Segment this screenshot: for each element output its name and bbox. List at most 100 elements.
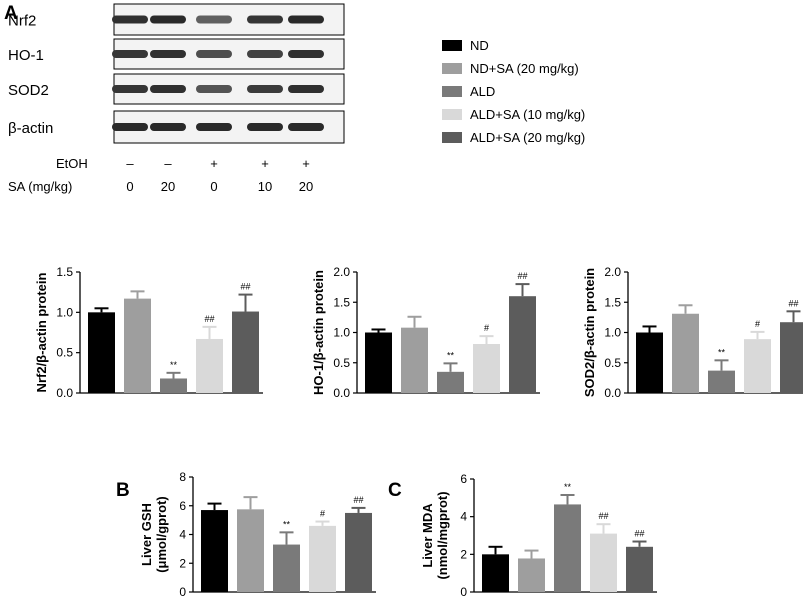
bar-1 — [672, 313, 699, 393]
significance-2: ** — [564, 482, 572, 492]
blot-band-2-2 — [196, 85, 232, 93]
etoh-value-3: + — [261, 156, 269, 171]
bar-3 — [590, 533, 617, 592]
blot-band-3-1 — [150, 123, 186, 131]
significance-4: ## — [353, 495, 363, 505]
blot-label-1: HO-1 — [8, 47, 44, 64]
y-tick-label-0: 0 — [460, 585, 467, 599]
y-tick-label-0: 0 — [179, 585, 186, 599]
etoh-value-2: + — [210, 156, 218, 171]
etoh-value-1: – — [164, 156, 172, 171]
legend-label-2: ALD — [470, 84, 495, 99]
bar-0 — [365, 332, 392, 393]
bar-3 — [744, 339, 771, 393]
bar-4 — [626, 546, 653, 592]
chart-ho1: 0.00.51.01.52.0HO-1/β-actin protein **### — [311, 265, 540, 400]
panel-label-a: A — [4, 3, 18, 24]
y-axis-label: Liver GSH — [139, 503, 154, 566]
significance-4: ## — [517, 271, 527, 281]
sa-label: SA (mg/kg) — [8, 179, 72, 194]
blot-band-3-4 — [288, 123, 324, 131]
y-tick-label-0: 0.0 — [333, 386, 350, 400]
etoh-value-0: – — [126, 156, 134, 171]
blot-band-2-1 — [150, 85, 186, 93]
blot-band-2-0 — [112, 85, 148, 93]
sa-value-4: 20 — [299, 179, 313, 194]
bar-0 — [201, 510, 228, 592]
y-tick-label-3: 6 — [179, 499, 186, 513]
significance-3: # — [484, 323, 489, 333]
western-blot: Nrf2 HO-1 SOD2 β-actin EtOH SA (mg/kg) – – + + +0 2… — [8, 3, 345, 194]
legend-label-1: ND+SA (20 mg/kg) — [470, 61, 579, 76]
bar-2 — [437, 371, 464, 393]
bar-2 — [160, 378, 187, 393]
significance-3: ## — [204, 314, 214, 324]
bar-1 — [518, 558, 545, 592]
bar-2 — [273, 544, 300, 592]
etoh-value-4: + — [302, 156, 310, 171]
etoh-label: EtOH — [56, 156, 88, 171]
y-axis-label: Nrf2/β-actin protein — [34, 272, 49, 392]
significance-2: ** — [718, 347, 726, 357]
blot-band-0-4 — [288, 15, 324, 24]
sa-value-2: 0 — [210, 179, 217, 194]
blot-band-0-1 — [150, 15, 186, 24]
y-tick-label-0: 0.0 — [604, 386, 621, 400]
legend-swatch-2 — [442, 86, 462, 97]
legend-swatch-1 — [442, 63, 462, 74]
bar-3 — [309, 525, 336, 592]
y-axis-label: HO-1/β-actin protein — [311, 270, 326, 395]
legend-swatch-3 — [442, 109, 462, 120]
significance-3: # — [755, 319, 760, 329]
blot-band-3-0 — [112, 123, 148, 131]
bar-1 — [124, 298, 151, 393]
bar-1 — [401, 327, 428, 393]
y-tick-label-4: 2.0 — [333, 265, 350, 279]
legend: ND ND+SA (20 mg/kg) ALD ALD+SA (10 mg/kg) AL… — [442, 38, 585, 145]
bar-4 — [780, 322, 803, 393]
blot-band-3-3 — [247, 123, 283, 131]
significance-2: ** — [447, 350, 455, 360]
y-tick-label-3: 1.5 — [333, 295, 350, 309]
y-tick-label-2: 1.0 — [604, 326, 621, 340]
chart-nrf2: 0.0 0.5 1.0 1.5 Nrf2/β-actin protein ** ## ## — [34, 265, 263, 400]
bar-3 — [196, 338, 223, 393]
sa-value-0: 0 — [126, 179, 133, 194]
blot-band-0-3 — [247, 15, 283, 24]
y-tick-label-4: 8 — [179, 470, 186, 484]
blot-band-0-0 — [112, 15, 148, 24]
blot-label-0: Nrf2 — [8, 13, 36, 30]
blot-band-0-2 — [196, 15, 232, 24]
y-tick-label-3: 1.5 — [604, 295, 621, 309]
bar-4 — [232, 311, 259, 393]
bar-4 — [345, 512, 372, 592]
y-tick-label-3: 6 — [460, 472, 467, 486]
sa-value-3: 10 — [258, 179, 272, 194]
significance-4: ## — [634, 529, 644, 539]
bar-3 — [473, 343, 500, 393]
bar-0 — [482, 554, 509, 592]
y-axis-label-unit: (μmol/gprot) — [154, 496, 169, 573]
y-tick-label-1: 2 — [179, 556, 186, 570]
panel-label-c: C — [388, 480, 402, 501]
legend-label-3: ALD+SA (10 mg/kg) — [470, 107, 585, 122]
blot-band-1-1 — [150, 50, 186, 58]
significance-3: # — [320, 509, 325, 519]
significance-2: ** — [170, 360, 178, 370]
bar-0 — [88, 312, 115, 393]
y-tick-label-4: 2.0 — [604, 265, 621, 279]
legend-label-0: ND — [470, 38, 489, 53]
blot-band-1-4 — [288, 50, 324, 58]
significance-2: ** — [283, 519, 291, 529]
blot-label-2: SOD2 — [8, 82, 49, 99]
legend-swatch-0 — [442, 40, 462, 51]
y-axis-label: Liver MDA — [420, 503, 435, 568]
y-tick-label-3: 1.5 — [56, 265, 73, 279]
y-tick-label-2: 1.0 — [333, 326, 350, 340]
chart-mda: 0 2 4 6 Liver MDA (nmol/mgprot) ** ## ## — [420, 472, 657, 599]
significance-3: ## — [598, 511, 608, 521]
y-tick-label-1: 0.5 — [56, 346, 73, 360]
bar-1 — [237, 509, 264, 592]
